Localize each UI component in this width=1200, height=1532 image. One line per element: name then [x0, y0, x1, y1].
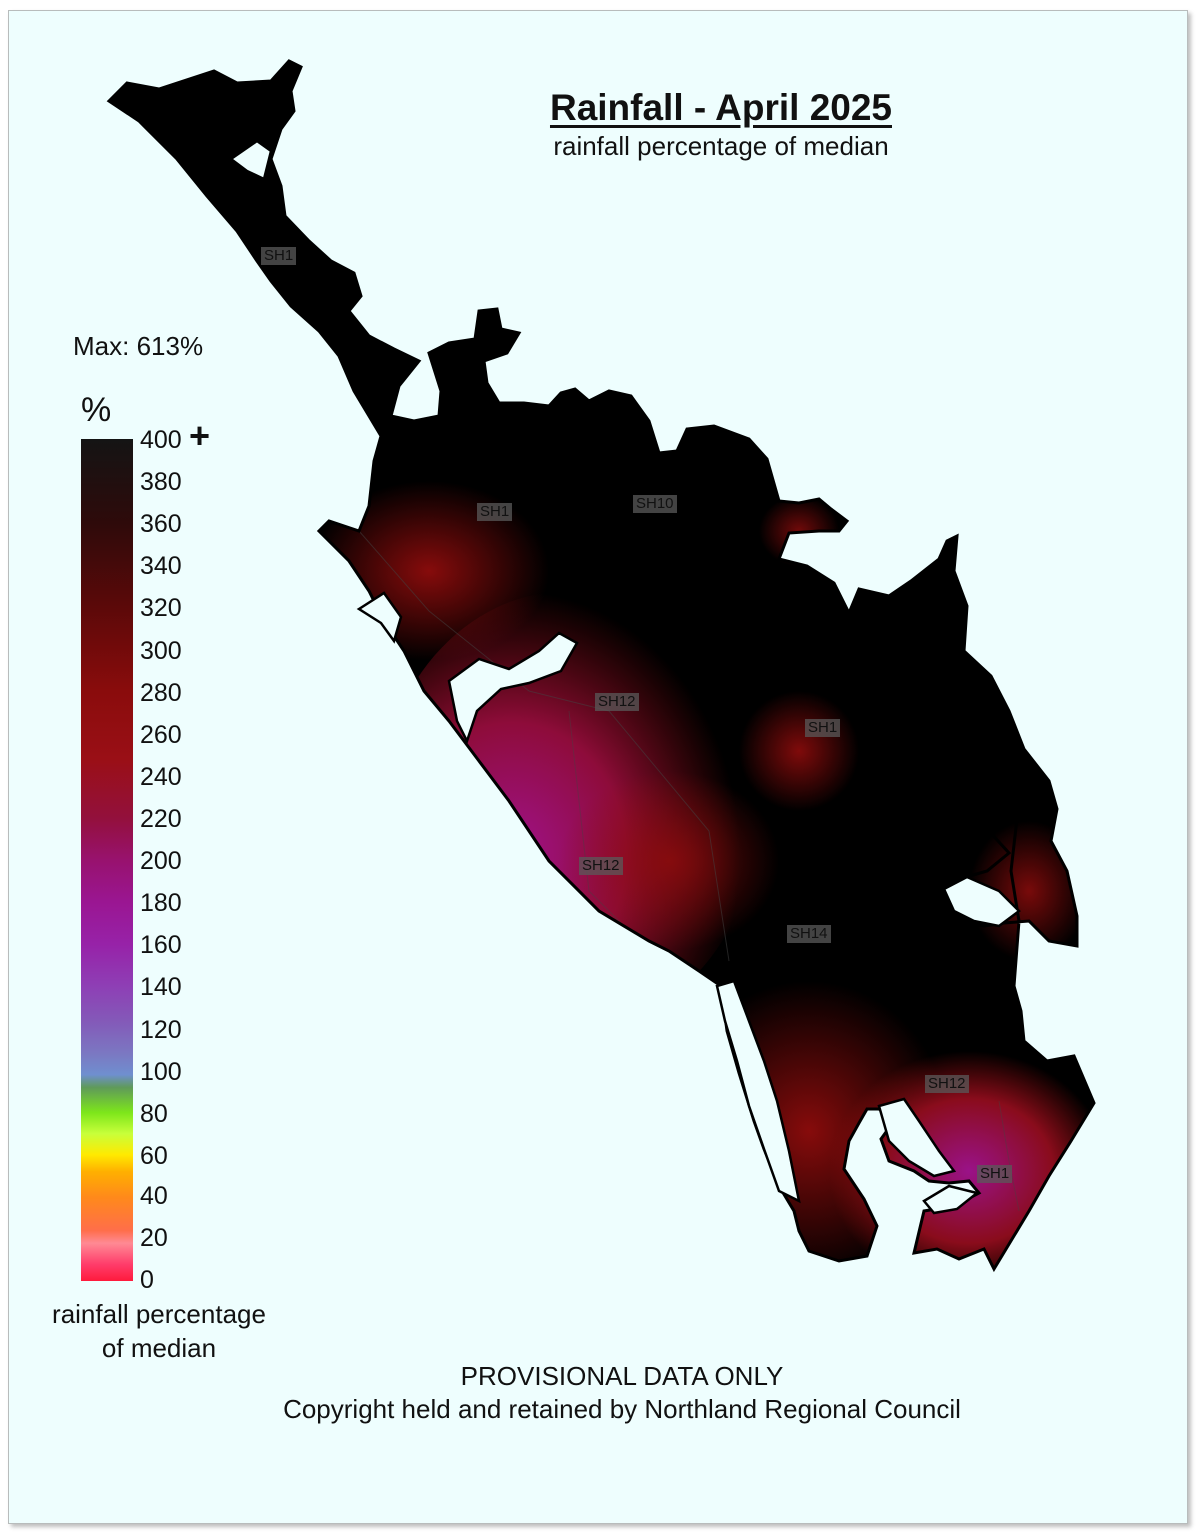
harbour-kaipara-south — [877, 1097, 957, 1178]
gradient-spot-sh1 — [739, 691, 859, 811]
copyright-notice: Copyright held and retained by Northland… — [283, 1394, 961, 1424]
legend-tick: 80 — [140, 1100, 168, 1128]
legend-tick: 280 — [140, 679, 182, 707]
harbour-hokianga — [447, 631, 579, 745]
legend-tick: 0 — [140, 1266, 154, 1294]
legend-tick: 20 — [140, 1224, 168, 1252]
legend-tick: 360 — [140, 510, 182, 538]
legend-tick: 300 — [140, 637, 182, 665]
legend-tick: 100 — [140, 1058, 182, 1086]
road-label-sh12: SH12 — [579, 857, 623, 875]
legend-color-bar — [81, 439, 133, 1281]
road-label-sh1: SH1 — [261, 247, 297, 265]
district-boundary — [998, 1100, 1020, 1212]
legend-tick: 180 — [140, 889, 182, 917]
legend-tick: 160 — [140, 931, 182, 959]
legend-tick: 200 — [140, 847, 182, 875]
legend-plus-sign: + — [189, 415, 211, 456]
harbour-kaipara — [715, 979, 801, 1204]
road-label-sh1: SH1 — [805, 719, 841, 737]
harbour-south-inlet — [922, 1184, 980, 1215]
legend-tick: 220 — [140, 805, 182, 833]
legend-tick: 240 — [140, 763, 182, 791]
legend-caption-line2: of median — [101, 1333, 217, 1363]
map-title: Rainfall - April 2025 — [549, 87, 892, 128]
road-label-sh12: SH12 — [925, 1075, 969, 1093]
legend-tick: 40 — [140, 1182, 168, 1210]
legend-tick: 260 — [140, 721, 182, 749]
harbour-north — [228, 139, 273, 181]
district-boundary — [358, 530, 730, 962]
road-label-sh10: SH10 — [633, 495, 677, 513]
legend-tick: 340 — [140, 552, 182, 580]
map-subtitle: rainfall percentage of median — [553, 131, 889, 161]
legend-tick: 120 — [140, 1016, 182, 1044]
road-label-sh1: SH1 — [477, 503, 513, 521]
road-label-sh12: SH12 — [595, 693, 639, 711]
legend-tick: 380 — [140, 468, 182, 496]
legend-unit: % — [81, 391, 112, 429]
harbour-hokianga-inlet — [356, 591, 403, 644]
rainfall-map — [107, 59, 1096, 1271]
road-label-sh1: SH1 — [977, 1165, 1013, 1183]
harbour-whangarei — [942, 875, 1021, 928]
max-value-label: Max: 613% — [73, 331, 204, 361]
legend-tick: 400 — [140, 426, 182, 454]
provisional-notice: PROVISIONAL DATA ONLY — [460, 1361, 784, 1391]
legend-tick: 140 — [140, 973, 182, 1001]
legend-tick: 60 — [140, 1142, 168, 1170]
gradient-central — [559, 771, 779, 951]
legend-caption: rainfall percentage of median — [39, 1297, 279, 1365]
map-frame: Rainfall - April 2025 rainfall percentag… — [8, 10, 1188, 1524]
road-label-sh14: SH14 — [787, 925, 831, 943]
legend-caption-line1: rainfall percentage — [52, 1299, 266, 1329]
legend-tick: 320 — [140, 594, 182, 622]
